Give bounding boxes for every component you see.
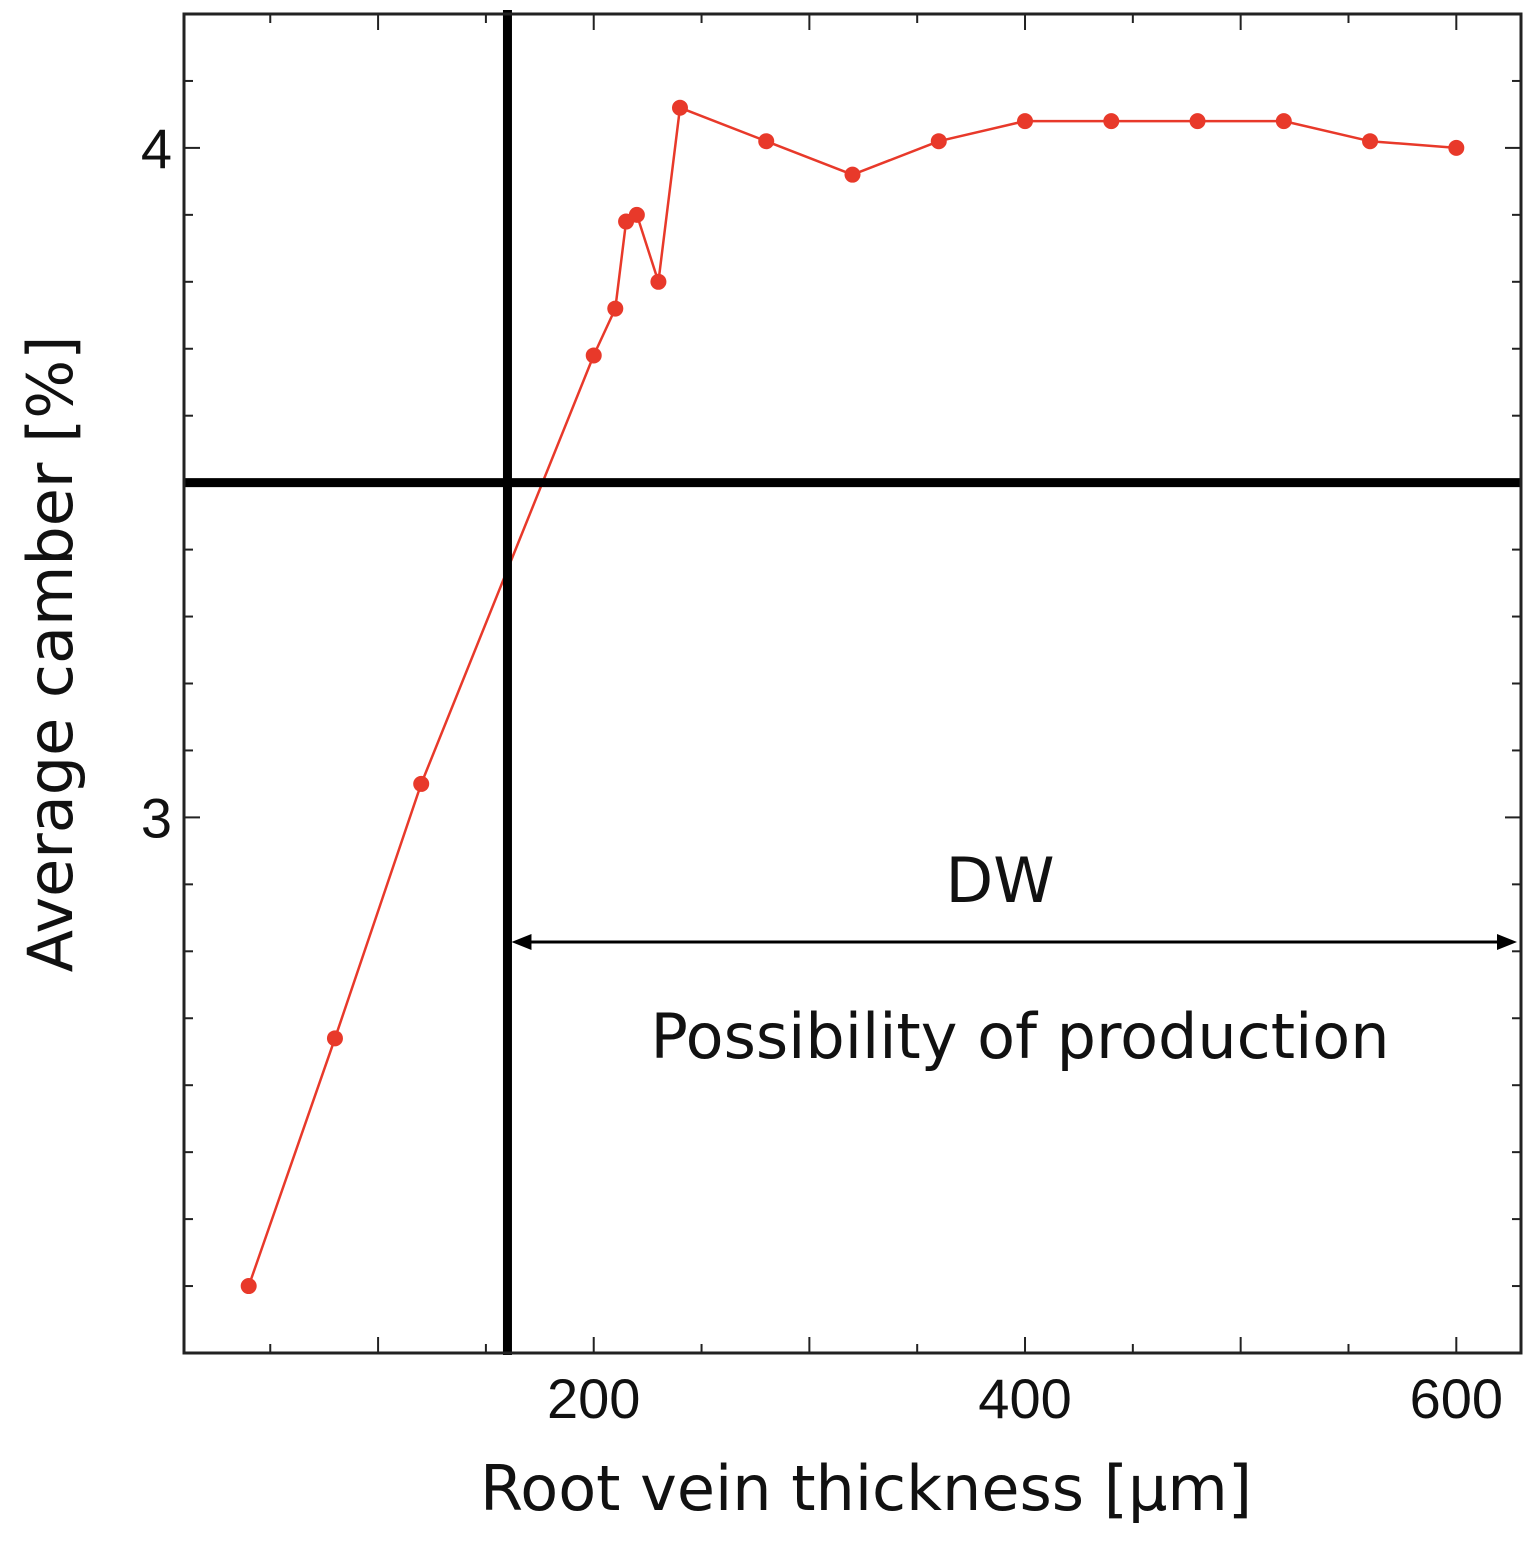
data-point — [650, 273, 667, 290]
y-tick-label: 4 — [141, 117, 172, 180]
data-series — [240, 99, 1465, 1295]
data-point — [758, 133, 775, 150]
plot-frame — [182, 12, 1523, 1355]
x-tick-label: 200 — [547, 1367, 640, 1430]
data-point — [1362, 133, 1379, 150]
reference-lines — [184, 10, 1521, 1355]
annotations: DW Possibility of production — [511, 844, 1517, 1073]
y-tick-label: 3 — [141, 786, 172, 849]
data-point — [671, 99, 688, 116]
data-point — [628, 206, 645, 223]
data-point — [1103, 113, 1120, 130]
data-point — [413, 775, 430, 792]
data-point — [1275, 113, 1292, 130]
data-point — [585, 347, 602, 364]
tick-marks — [184, 13, 1521, 1354]
data-point — [844, 166, 861, 183]
data-point — [930, 133, 947, 150]
tick-labels: 200 400 600 3 4 — [141, 117, 1503, 1430]
x-tick-label: 600 — [1410, 1367, 1503, 1430]
x-axis-title: Root vein thickness [μm] — [480, 1452, 1252, 1525]
dw-arrow-head-right — [1497, 934, 1517, 950]
y-axis-title: Average camber [%] — [14, 336, 87, 973]
data-point — [1448, 139, 1465, 156]
series-line — [247, 106, 1457, 1287]
data-point — [326, 1030, 343, 1047]
data-point — [240, 1278, 257, 1295]
production-caption: Possibility of production — [650, 1000, 1389, 1073]
x-tick-label: 400 — [978, 1367, 1071, 1430]
data-point — [1189, 113, 1206, 130]
data-point — [607, 300, 624, 317]
dw-arrow-head-left — [511, 934, 532, 950]
data-point — [1017, 113, 1034, 130]
dw-label: DW — [945, 844, 1054, 917]
